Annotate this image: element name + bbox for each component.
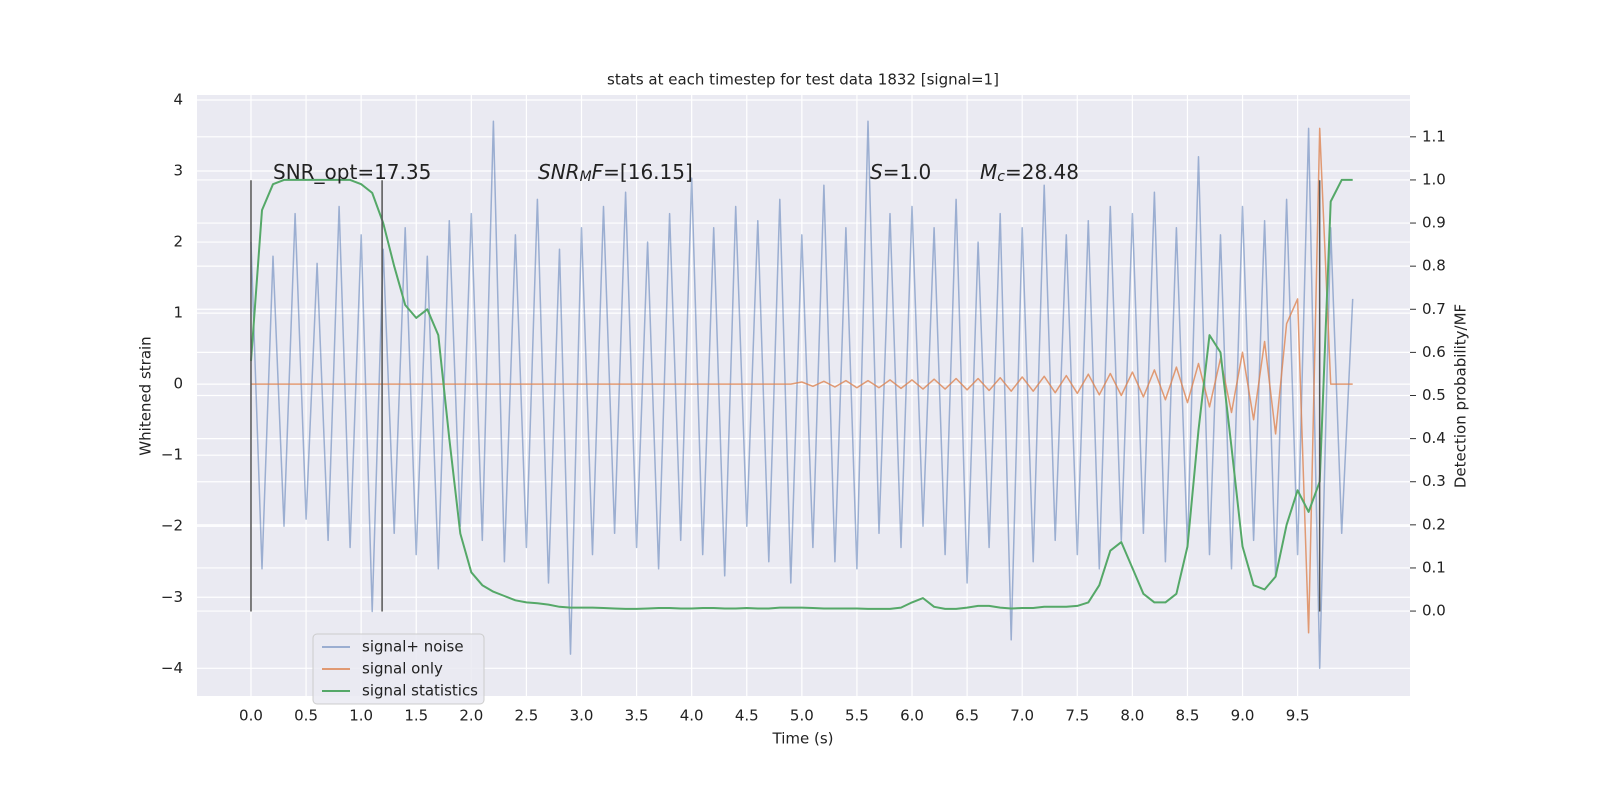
x-tick-label: 6.0 (900, 707, 924, 725)
chart-title: stats at each timestep for test data 183… (607, 71, 999, 89)
annotation-part: =[16.15] (603, 160, 693, 184)
y2-tick-label: 0.4 (1422, 429, 1446, 447)
annotation: SNR_opt=17.35 (273, 160, 431, 184)
legend-label: signal+ noise (362, 638, 464, 656)
annotation-part: =28.48 (1005, 160, 1079, 184)
x-axis-label: Time (s) (772, 730, 834, 748)
y2-tick-label: 1.0 (1422, 170, 1446, 188)
y2-tick-label: 0.6 (1422, 343, 1446, 361)
x-tick-label: 0.0 (239, 707, 263, 725)
y-axis-label: Whitened strain (137, 336, 155, 455)
y2-tick-label: 0.0 (1422, 602, 1446, 620)
y-tick-label: −2 (161, 517, 183, 535)
x-tick-label: 4.5 (735, 707, 759, 725)
x-tick-label: 1.5 (404, 707, 428, 725)
y2-tick-label: 0.7 (1422, 300, 1446, 318)
x-tick-label: 6.5 (955, 707, 979, 725)
legend-box (312, 633, 485, 705)
x-tick-label: 8.5 (1176, 707, 1200, 725)
annotation-part: SNR_opt=17.35 (273, 160, 431, 184)
annotation: SNRMF=[16.15] (538, 160, 693, 186)
annotation-part: =1.0 (883, 160, 932, 184)
y2-tick-label: 0.8 (1422, 257, 1446, 275)
y-tick-label: 4 (173, 90, 183, 108)
series-line (250, 120, 1354, 670)
y2-tick-label: 1.1 (1422, 127, 1446, 145)
x-tick-label: 3.0 (570, 707, 594, 725)
y2-tick-label: 0.3 (1422, 472, 1446, 490)
y-tick-label: 3 (173, 162, 183, 180)
y-tick-label: −4 (161, 659, 183, 677)
y-tick-label: 2 (173, 233, 183, 251)
y2-tick-label: 0.1 (1422, 558, 1446, 576)
y-tick-label: −1 (161, 446, 183, 464)
x-tick-label: 4.0 (680, 707, 704, 725)
y-tick-label: −3 (161, 588, 183, 606)
y2-tick-label: 0.9 (1422, 214, 1446, 232)
annotation-part: F (592, 160, 604, 184)
x-tick-label: 0.5 (294, 707, 318, 725)
annotation: Mc=28.48 (980, 160, 1079, 186)
x-tick-label: 1.0 (349, 707, 373, 725)
legend: signal+ noise signal only signal statistic… (312, 633, 485, 705)
annotation: S=1.0 (870, 160, 931, 184)
x-tick-label: 9.0 (1231, 707, 1255, 725)
y-tick-label: 1 (173, 304, 183, 322)
x-tick-label: 8.0 (1120, 707, 1144, 725)
x-tick-label: 7.0 (1010, 707, 1034, 725)
series-line (251, 127, 1353, 634)
x-tick-label: 5.0 (790, 707, 814, 725)
x-tick-label: 3.5 (625, 707, 649, 725)
annotation-part: M (580, 169, 592, 185)
x-tick-label: 2.5 (514, 707, 538, 725)
series-line (250, 178, 1353, 610)
x-tick-label: 7.5 (1065, 707, 1089, 725)
marks (250, 120, 1354, 670)
x-tick-label: 2.0 (459, 707, 483, 725)
legend-label: signal only (362, 660, 443, 678)
annotation-part: SNR (538, 160, 580, 184)
x-tick-label: 5.5 (845, 707, 869, 725)
labels: 0.0 0.5 1.0 1.5 2.0 2.5 3.0 3.5 4.0 4.5 5.0 5.5 6.0 6… (161, 90, 1446, 724)
y2-tick-label: 0.5 (1422, 386, 1446, 404)
legend-label: signal statistics (362, 682, 478, 700)
annotation-part: c (997, 169, 1005, 185)
annotation-part: S (870, 160, 883, 184)
x-tick-label: 9.5 (1286, 707, 1310, 725)
y2-tick-label: 0.2 (1422, 515, 1446, 533)
y-tick-label: 0 (173, 375, 183, 393)
annotation-part: M (980, 160, 997, 184)
y2-axis-label: Detection probability/MF (1452, 304, 1470, 488)
